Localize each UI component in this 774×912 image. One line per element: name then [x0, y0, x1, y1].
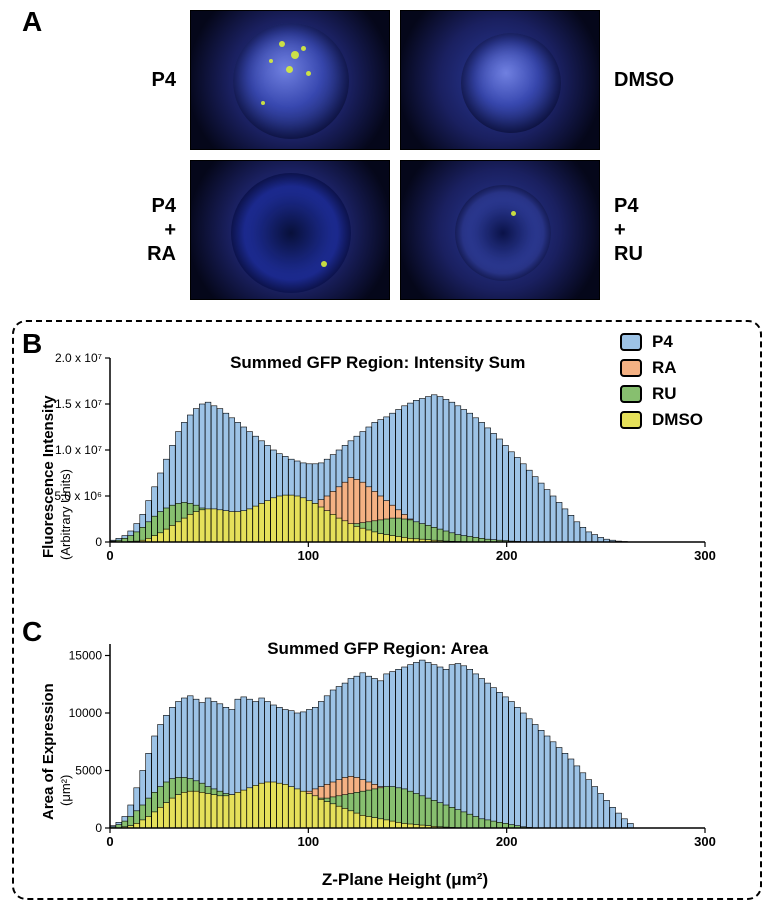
chart-area: Summed GFP Region: Area05000100001500001… — [95, 626, 715, 856]
svg-text:200: 200 — [496, 548, 518, 563]
svg-text:300: 300 — [694, 834, 716, 849]
label-p4: P4 — [125, 68, 180, 92]
svg-text:0: 0 — [95, 535, 102, 549]
panel-a-image-grid: P4 DMSO P4+RA P4+RU — [125, 10, 665, 310]
label-dmso: DMSO — [610, 68, 665, 92]
ylabel-c: Area of Expression — [40, 683, 57, 820]
image-p4-ra — [190, 160, 390, 300]
panel-c-label: C — [22, 616, 42, 648]
label-p4-ru: P4+RU — [610, 194, 665, 266]
chart-intensity-sum: Summed GFP Region: Intensity Sum05.0 x 1… — [95, 340, 715, 570]
image-dmso — [400, 10, 600, 150]
svg-text:Summed GFP Region: Intensity S: Summed GFP Region: Intensity Sum — [230, 353, 525, 372]
ylabel-b-sub: (Arbitrary Units) — [58, 469, 73, 560]
svg-text:2.0 x 10⁷: 2.0 x 10⁷ — [55, 351, 102, 365]
x-axis-label: Z-Plane Height (μm²) — [95, 870, 715, 890]
svg-text:300: 300 — [694, 548, 716, 563]
ylabel-b: Fluorescence Intensity — [40, 395, 57, 558]
svg-text:100: 100 — [297, 548, 319, 563]
label-p4-ra: P4+RA — [125, 194, 180, 266]
panel-b-label: B — [22, 328, 42, 360]
image-p4 — [190, 10, 390, 150]
image-p4-ru — [400, 160, 600, 300]
svg-text:1.0 x 10⁷: 1.0 x 10⁷ — [55, 443, 102, 457]
svg-text:Summed GFP Region: Area: Summed GFP Region: Area — [267, 639, 489, 658]
ylabel-c-sub: (μm²) — [58, 775, 73, 806]
panel-a-label: A — [22, 6, 42, 38]
svg-text:0: 0 — [106, 548, 113, 563]
svg-text:15000: 15000 — [69, 649, 103, 663]
svg-text:0: 0 — [95, 821, 102, 835]
svg-text:1.5 x 10⁷: 1.5 x 10⁷ — [55, 397, 102, 411]
svg-text:10000: 10000 — [69, 706, 103, 720]
svg-text:5000: 5000 — [75, 764, 102, 778]
svg-text:0: 0 — [106, 834, 113, 849]
svg-text:200: 200 — [496, 834, 518, 849]
svg-text:100: 100 — [297, 834, 319, 849]
